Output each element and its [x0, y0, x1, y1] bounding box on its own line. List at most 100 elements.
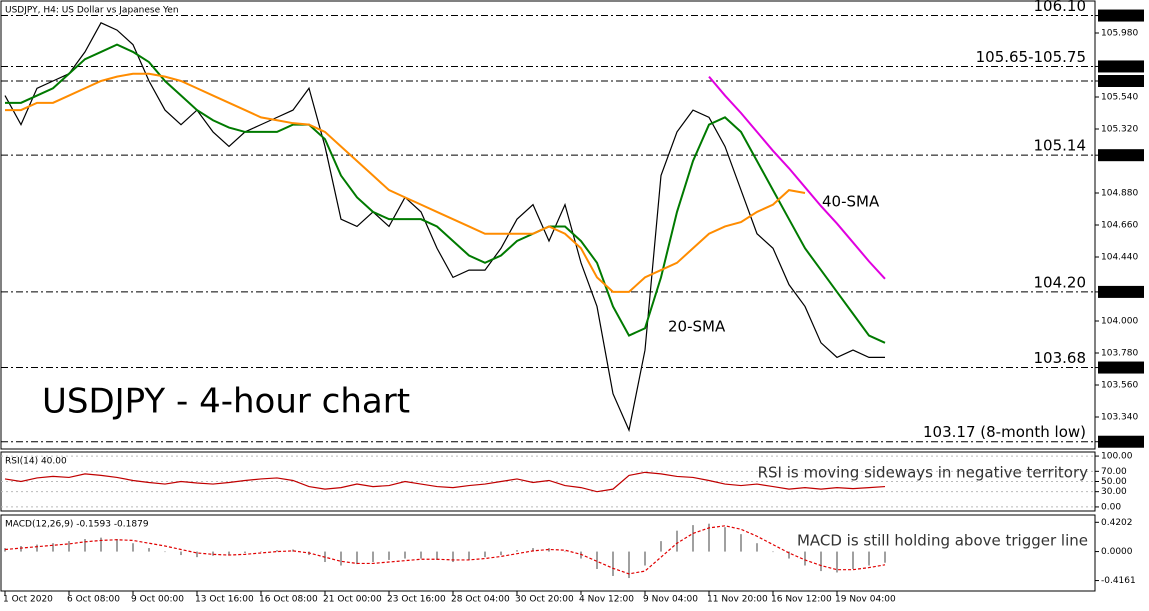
histogram-bar — [628, 551, 630, 579]
histogram-bar — [212, 551, 214, 556]
histogram-bar — [420, 551, 422, 559]
histogram-bar — [68, 541, 70, 552]
panel-frame — [0, 514, 1096, 592]
y-tick-highlight — [1098, 285, 1144, 298]
histogram-bar — [804, 551, 806, 566]
y-tick-highlight — [1098, 435, 1144, 448]
y-tick-highlight — [1098, 361, 1144, 374]
series-line — [4, 525, 886, 575]
histogram-bar — [132, 543, 134, 552]
x-tick-label: 6 Oct 08:00 — [67, 595, 120, 605]
histogram-bar — [548, 548, 550, 552]
series-line — [708, 75, 886, 280]
histogram-bar — [820, 551, 822, 572]
y-tick-label: 103.680 — [1101, 363, 1138, 373]
histogram-bar — [772, 551, 774, 553]
x-tick-label: 30 Oct 20:00 — [515, 595, 574, 605]
y-tick-label: 100.00 — [1101, 452, 1133, 462]
histogram-bar — [708, 523, 710, 552]
series-label: 40-SMA — [822, 193, 880, 211]
x-tick-label: 9 Oct 00:00 — [131, 595, 184, 605]
histogram-bar — [404, 551, 406, 559]
histogram-bar — [196, 551, 198, 558]
y-tick-highlight — [1098, 149, 1144, 162]
y-tick-label: 70.00 — [1101, 467, 1127, 477]
x-tick-label: 16 Oct 08:00 — [259, 595, 318, 605]
histogram-bar — [884, 551, 886, 563]
histogram-bar — [52, 543, 54, 552]
histogram-bar — [100, 537, 102, 552]
y-tick-label: 105.140 — [1101, 151, 1138, 161]
histogram-bar — [388, 551, 390, 560]
y-tick-label: 105.650 — [1101, 77, 1138, 87]
level-label: 106.10 — [1034, 0, 1087, 15]
x-tick-label: 13 Oct 16:00 — [195, 595, 254, 605]
histogram-bar — [564, 551, 566, 553]
y-tick-label: 103.340 — [1101, 413, 1138, 423]
x-tick-label: 23 Oct 16:00 — [387, 595, 446, 605]
panel-note: MACD is still holding above trigger line — [797, 532, 1088, 550]
y-tick-label: 105.540 — [1101, 93, 1138, 103]
y-tick-label: 104.200 — [1101, 287, 1138, 297]
panel-title: MACD(12,26,9) -0.1593 -0.1879 — [5, 520, 149, 530]
histogram-bar — [452, 551, 454, 563]
histogram-bar — [660, 541, 662, 552]
level-label: 103.68 — [1034, 349, 1087, 367]
level-label: 105.65-105.75 — [976, 48, 1086, 66]
histogram-bar — [580, 551, 582, 559]
histogram-bar — [612, 551, 614, 576]
histogram-bar — [4, 548, 6, 552]
y-tick-label: 104.000 — [1101, 317, 1138, 327]
histogram-bar — [852, 551, 854, 569]
y-tick-label: 0.00 — [1101, 502, 1121, 512]
histogram-bar — [500, 551, 502, 556]
histogram-bar — [164, 551, 166, 553]
histogram-bar — [484, 551, 486, 558]
histogram-bar — [260, 551, 262, 553]
histogram-bar — [276, 550, 278, 552]
y-tick-label: 50.00 — [1101, 477, 1127, 487]
histogram-bar — [740, 534, 742, 552]
histogram-bar — [292, 549, 294, 552]
x-tick-label: 16 Nov 12:00 — [771, 595, 832, 605]
y-tick-highlight — [1098, 60, 1144, 73]
histogram-bar — [836, 551, 838, 573]
level-label: 104.20 — [1034, 273, 1087, 291]
level-label: 103.17 (8-month low) — [923, 423, 1086, 441]
x-tick-label: 4 Nov 12:00 — [579, 595, 634, 605]
histogram-bar — [788, 551, 790, 559]
y-tick-label: 0.0000 — [1101, 547, 1133, 557]
series-line — [4, 471, 886, 493]
series-label: 20-SMA — [668, 318, 726, 336]
panel-title: USDJPY, H4: US Dollar vs Japanese Yen — [5, 6, 179, 16]
histogram-bar — [148, 548, 150, 552]
y-tick-label: 103.560 — [1101, 381, 1138, 391]
histogram-bar — [468, 551, 470, 560]
y-tick-label: 105.750 — [1101, 62, 1138, 72]
histogram-bar — [372, 551, 374, 563]
histogram-bar — [756, 543, 758, 552]
series-line — [5, 72, 806, 293]
histogram-bar — [20, 545, 22, 552]
histogram-bar — [84, 539, 86, 552]
y-tick-label: 0.4202 — [1101, 518, 1133, 528]
y-tick-label: 103.780 — [1101, 349, 1138, 359]
y-tick-label: -0.4161 — [1101, 576, 1136, 586]
x-tick-label: 9 Nov 04:00 — [643, 595, 698, 605]
y-tick-highlight — [1098, 75, 1144, 87]
series-line — [4, 22, 885, 433]
histogram-bar — [356, 551, 358, 565]
histogram-bar — [436, 551, 438, 560]
x-tick-label: 1 Oct 2020 — [3, 595, 53, 605]
histogram-bar — [868, 551, 870, 566]
y-tick-label: 105.320 — [1101, 125, 1138, 135]
y-tick-label: 104.440 — [1101, 253, 1138, 263]
level-label: 105.14 — [1034, 137, 1087, 155]
histogram-bar — [340, 551, 342, 566]
histogram-bar — [244, 551, 246, 553]
x-tick-label: 21 Oct 00:00 — [323, 595, 382, 605]
panel-title: RSI(14) 40.00 — [5, 457, 67, 467]
histogram-bar — [724, 527, 726, 552]
